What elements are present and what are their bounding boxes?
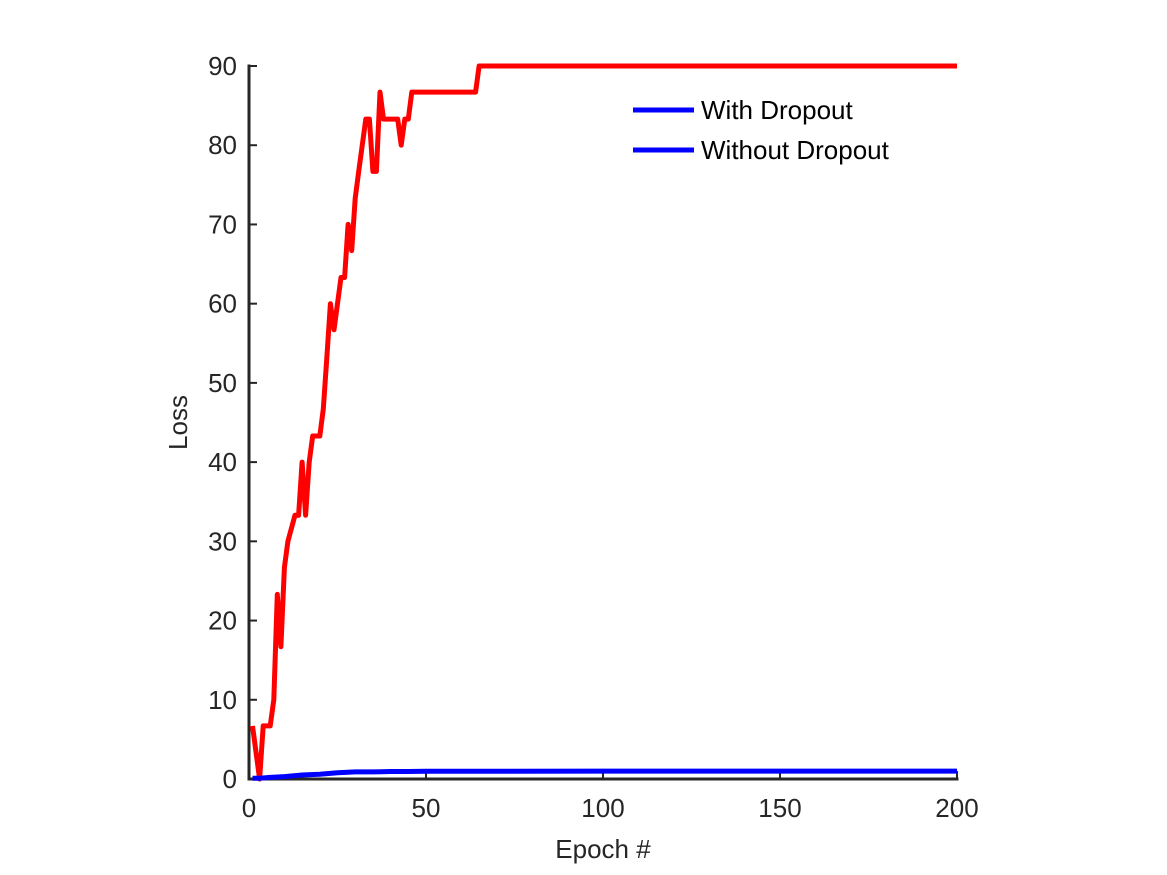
x-tick-label: 100: [581, 793, 624, 823]
series: [250, 63, 957, 782]
y-tick-label: 60: [208, 289, 237, 319]
x-axis-label: Epoch #: [555, 834, 651, 864]
y-tick-label: 0: [223, 764, 237, 794]
y-tick-label: 30: [208, 526, 237, 556]
y-tick-label: 40: [208, 447, 237, 477]
y-tick-label: 20: [208, 606, 237, 636]
y-tick-label: 70: [208, 209, 237, 239]
series-line-blue: [252, 768, 957, 781]
y-tick-label: 80: [208, 130, 237, 160]
y-tick-label: 90: [208, 51, 237, 81]
series-line-red: [250, 63, 957, 782]
y-axis-label: Loss: [163, 395, 193, 450]
y-tick-label: 10: [208, 685, 237, 715]
x-tick-label: 200: [935, 793, 978, 823]
axes: [247, 64, 959, 781]
legend: With Dropout Without Dropout: [633, 95, 890, 165]
legend-label-with-dropout: With Dropout: [701, 95, 853, 125]
x-tick-label: 50: [412, 793, 441, 823]
x-tick-label: 0: [242, 793, 256, 823]
y-tick-label: 50: [208, 368, 237, 398]
ticks: 0 50 100 150 200 0 10 20 30 40 50 60 70 80 90: [208, 51, 979, 823]
legend-label-without-dropout: Without Dropout: [701, 135, 890, 165]
x-tick-label: 150: [758, 793, 801, 823]
